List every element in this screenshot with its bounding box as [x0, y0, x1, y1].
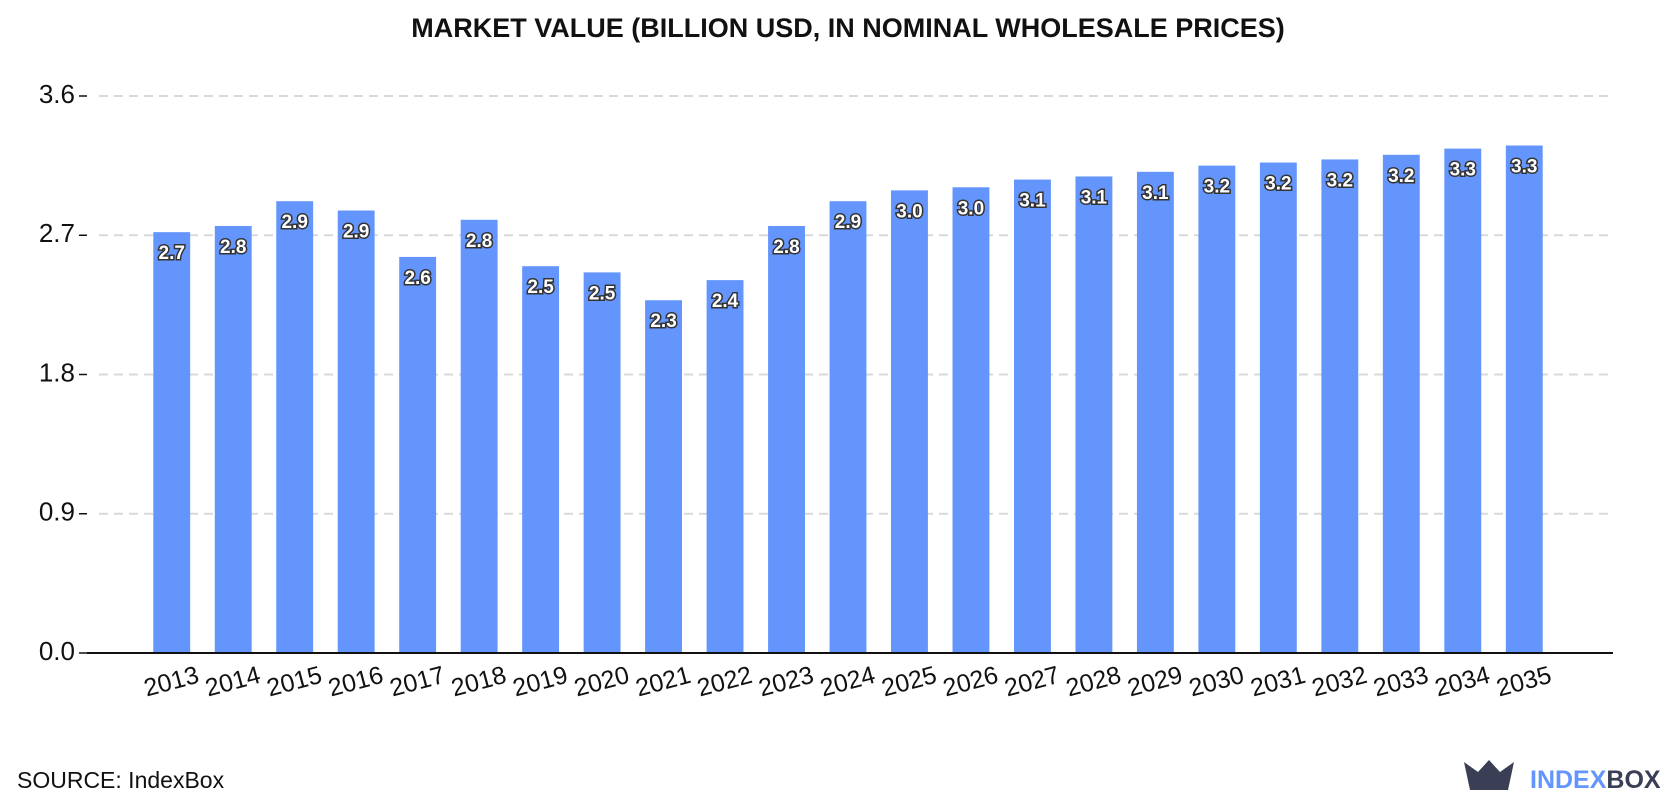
bar	[1321, 159, 1359, 654]
x-tick-label: 2021	[633, 661, 694, 702]
bar	[399, 256, 437, 653]
bar	[1013, 179, 1051, 654]
bar	[214, 225, 252, 653]
bar	[1444, 148, 1482, 653]
x-tick-label: 2026	[940, 661, 1001, 702]
value-label: 3.2	[1265, 174, 1291, 195]
x-tick-label: 2031	[1247, 661, 1308, 702]
x-tick-label: 2018	[448, 661, 509, 702]
y-tick-label: 2.7	[39, 218, 75, 248]
bar	[1198, 165, 1236, 653]
bar	[1075, 176, 1113, 653]
value-label: 3.0	[958, 198, 984, 219]
x-tick-label: 2027	[1002, 661, 1063, 702]
value-label: 2.4	[712, 291, 739, 312]
x-tick-label: 2035	[1493, 661, 1554, 702]
x-tick-label: 2016	[325, 661, 386, 702]
value-label: 3.3	[1511, 157, 1537, 178]
value-label: 3.0	[896, 201, 922, 222]
bar	[952, 187, 990, 653]
value-label: 2.9	[281, 212, 307, 233]
x-tick-label: 2023	[756, 661, 817, 702]
value-label: 2.7	[159, 243, 185, 264]
x-tick-label: 2022	[694, 661, 755, 702]
bar	[1259, 162, 1297, 653]
value-label: 2.8	[466, 231, 492, 252]
x-tick-label: 2025	[879, 661, 940, 702]
y-tick-label: 0.9	[39, 497, 75, 527]
x-tick-label: 2019	[510, 661, 571, 702]
bar	[645, 300, 683, 653]
value-label: 2.9	[343, 222, 369, 243]
value-label: 3.2	[1388, 166, 1414, 187]
y-tick-label: 0.0	[39, 636, 75, 666]
bar	[337, 210, 375, 653]
x-tick-label: 2032	[1309, 661, 1370, 702]
x-tick-label: 2014	[202, 661, 263, 702]
y-tick-label: 3.6	[39, 79, 75, 109]
value-label: 2.3	[650, 311, 676, 332]
bar	[153, 232, 191, 653]
source: SOURCE: IndexBox	[17, 767, 225, 793]
bar	[276, 201, 314, 653]
x-tick-label: 2020	[571, 661, 632, 702]
value-label: 2.5	[527, 277, 554, 298]
x-tick-label: 2024	[817, 661, 878, 702]
x-tick-label: 2033	[1370, 661, 1431, 702]
bar	[706, 280, 744, 653]
bar	[1136, 171, 1174, 653]
bar	[1505, 145, 1543, 653]
value-label: 3.2	[1204, 177, 1230, 198]
x-tick-label: 2029	[1125, 661, 1186, 702]
logo-icon	[1464, 760, 1514, 790]
bar	[1382, 154, 1420, 654]
value-label: 2.9	[835, 212, 861, 233]
bar	[891, 190, 928, 653]
x-tick-label: 2030	[1186, 661, 1247, 702]
value-label: 2.6	[404, 268, 430, 289]
y-tick-label: 1.8	[39, 357, 75, 387]
value-label: 2.5	[589, 283, 616, 304]
value-label: 2.8	[773, 237, 799, 258]
x-tick-label: 2028	[1063, 661, 1124, 702]
value-label: 3.1	[1142, 183, 1169, 204]
bar	[522, 266, 560, 653]
x-tick-label: 2017	[387, 661, 448, 702]
logo-part: BOX	[1606, 766, 1661, 794]
value-label: 3.1	[1019, 191, 1046, 212]
value-label: 2.8	[220, 237, 246, 258]
bar	[768, 225, 805, 653]
bar	[583, 272, 621, 653]
value-label: 3.3	[1450, 160, 1476, 181]
value-label: 3.1	[1081, 187, 1108, 208]
x-tick-label: 2013	[141, 661, 202, 702]
logo: INDEXBOX	[1530, 766, 1661, 794]
x-tick-label: 2034	[1432, 661, 1493, 702]
bar	[460, 219, 498, 653]
logo-part: INDEX	[1530, 766, 1607, 794]
value-label: 3.2	[1327, 170, 1353, 191]
bar	[829, 201, 867, 653]
chart-title: MARKET VALUE (BILLION USD, IN NOMINAL WH…	[411, 13, 1285, 43]
x-tick-label: 2015	[264, 661, 325, 702]
